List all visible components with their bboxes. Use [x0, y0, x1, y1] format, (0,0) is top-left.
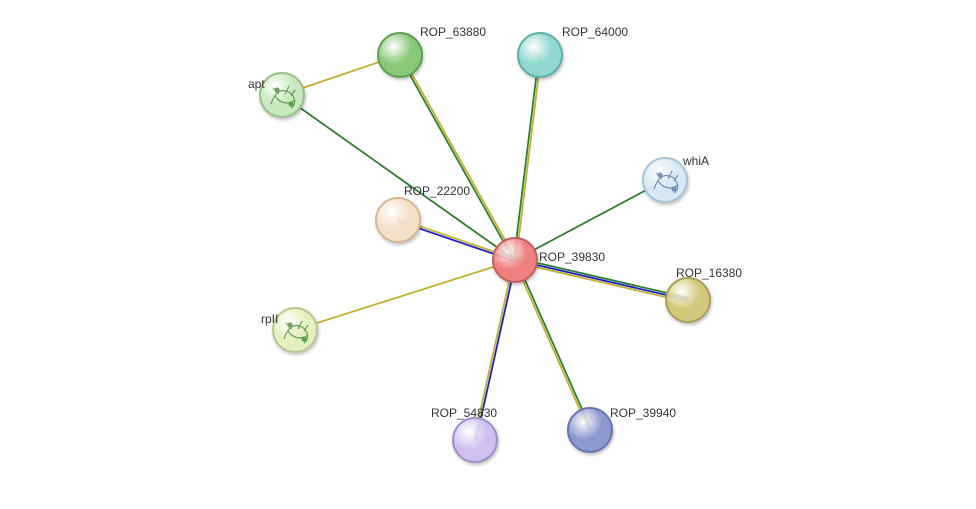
node-label-apt: apt: [248, 77, 265, 91]
edge-center-rop39940: [516, 260, 591, 430]
edge-center-rop39940: [514, 260, 589, 430]
node-ROP_16380[interactable]: [665, 277, 711, 323]
node-label-ROP_64000: ROP_64000: [562, 25, 628, 39]
node-ROP_63880[interactable]: [377, 32, 423, 78]
edge-center-rop64000: [516, 55, 541, 260]
node-ROP_54830[interactable]: [452, 417, 498, 463]
node-label-ROP_16380: ROP_16380: [676, 266, 742, 280]
node-label-ROP_63880: ROP_63880: [420, 25, 486, 39]
edge-center-rop16380: [515, 262, 688, 302]
node-label-rplI: rpII: [261, 312, 278, 326]
structure-icon: [274, 309, 316, 351]
node-label-ROP_39940: ROP_39940: [610, 406, 676, 420]
node-label-ROP_39830: ROP_39830: [539, 250, 605, 264]
node-apt[interactable]: [259, 72, 305, 118]
edge-center-whiA: [515, 180, 665, 260]
node-ROP_39940[interactable]: [567, 407, 613, 453]
node-label-ROP_54830: ROP_54830: [431, 406, 497, 420]
node-whiA[interactable]: [642, 157, 688, 203]
structure-icon: [644, 159, 686, 201]
node-label-whiA: whiA: [683, 154, 709, 168]
structure-icon: [261, 74, 303, 116]
node-ROP_22200[interactable]: [375, 197, 421, 243]
edge-center-rop64000: [514, 55, 539, 260]
edge-center-rop16380: [515, 260, 688, 300]
node-rplI[interactable]: [272, 307, 318, 353]
node-ROP_64000[interactable]: [517, 32, 563, 78]
node-label-ROP_22200: ROP_22200: [404, 184, 470, 198]
node-ROP_39830[interactable]: [492, 237, 538, 283]
edge-center-rplI: [295, 260, 515, 330]
